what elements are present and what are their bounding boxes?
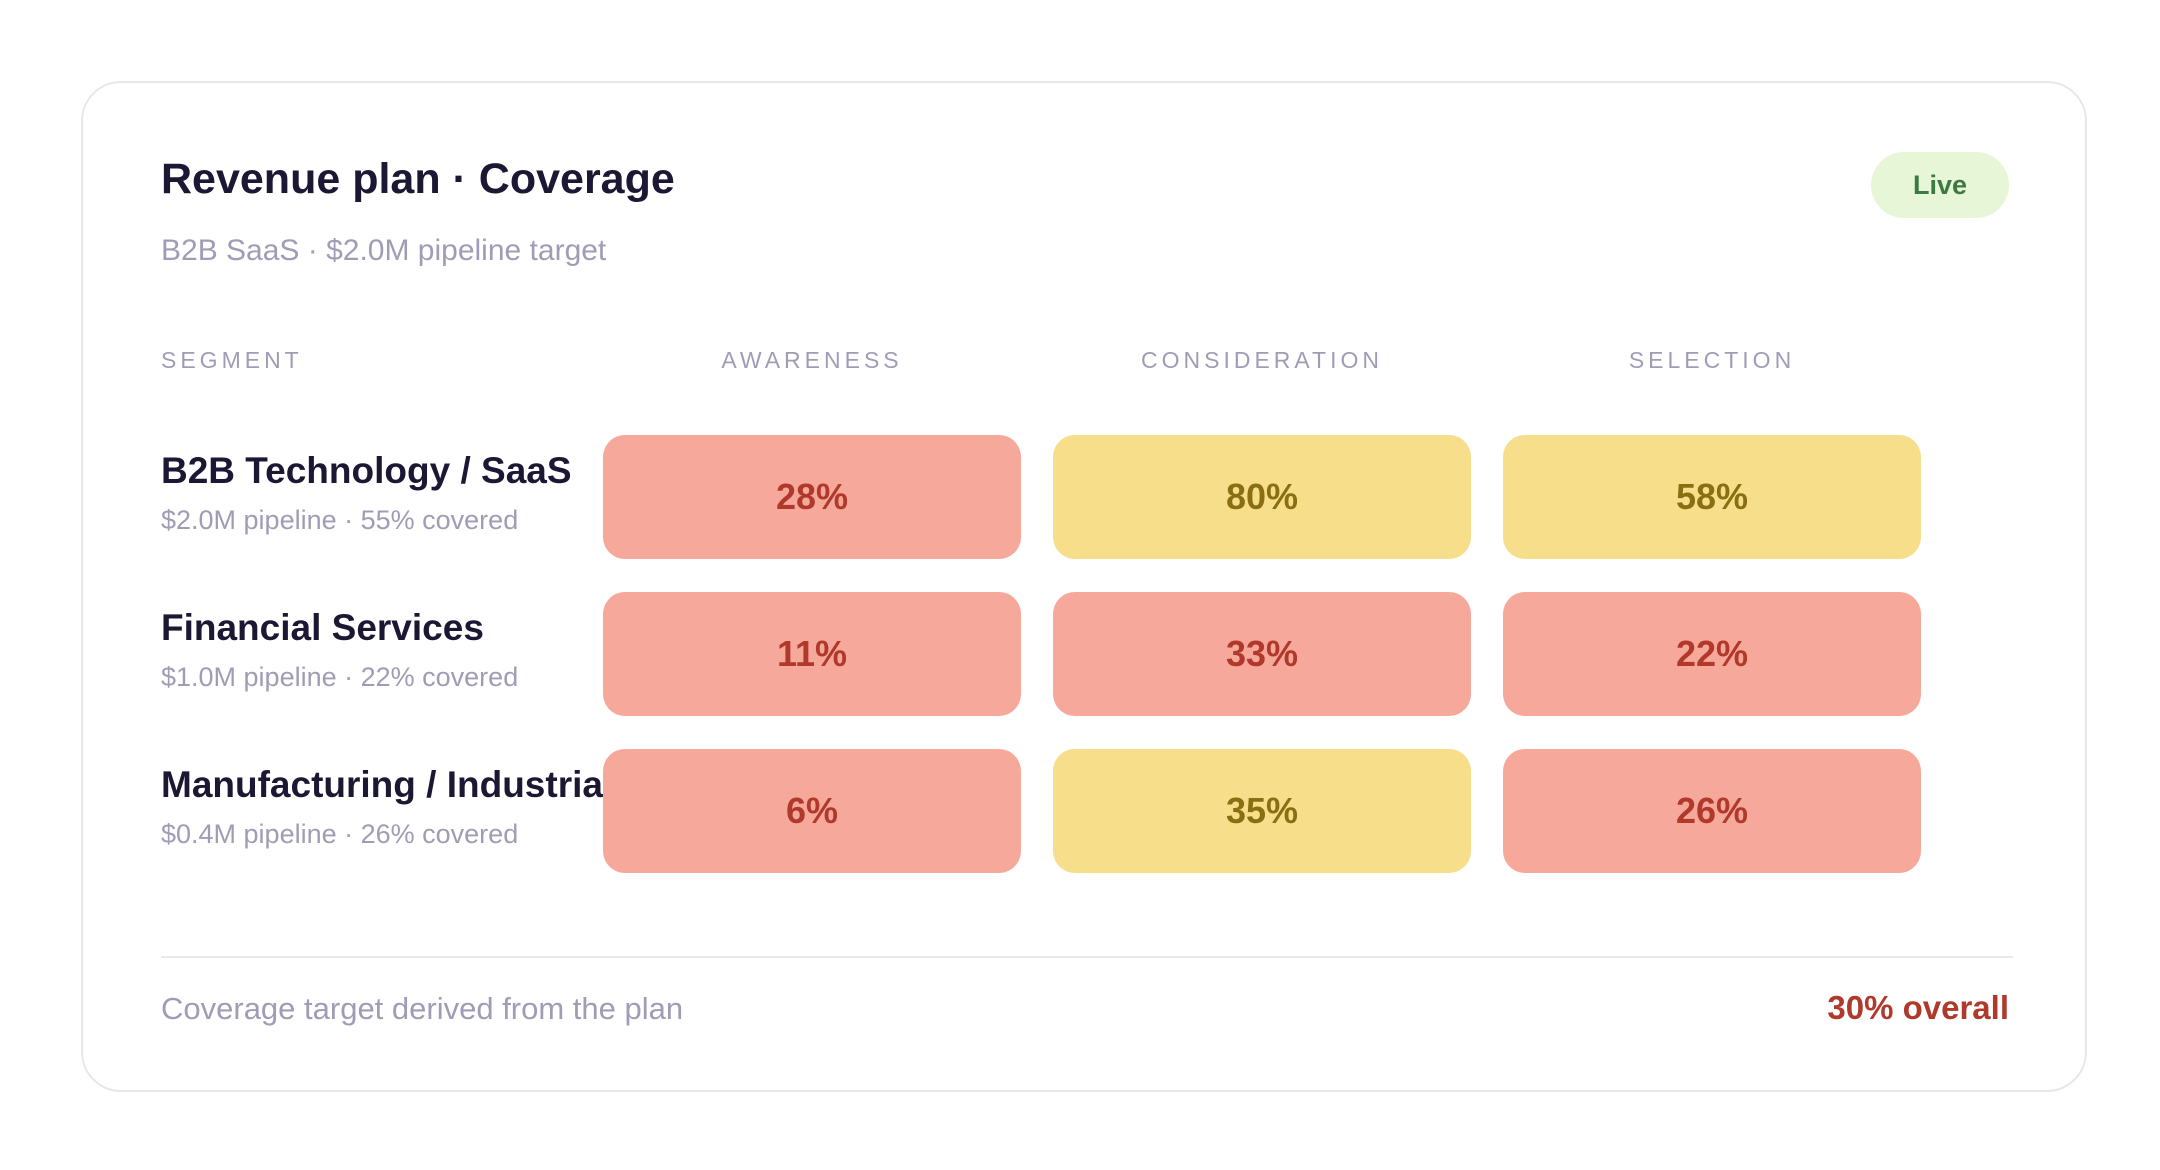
column-header-segment: SEGMENT bbox=[161, 347, 303, 373]
column-header-awareness: AWARENESS bbox=[721, 347, 903, 373]
column-header-consideration: CONSIDERATION bbox=[1141, 347, 1383, 373]
coverage-cell-awareness[interactable]: 11% bbox=[603, 592, 1021, 716]
table-row: B2B Technology / SaaS $2.0M pipeline · 5… bbox=[161, 435, 2013, 559]
segment-name: B2B Technology / SaaS bbox=[161, 450, 572, 491]
card-subtitle: B2B SaaS · $2.0M pipeline target bbox=[161, 234, 607, 267]
segment-detail: $0.4M pipeline · 26% covered bbox=[161, 819, 519, 849]
footer-note: Coverage target derived from the plan bbox=[161, 991, 684, 1026]
column-header-selection: SELECTION bbox=[1628, 347, 1796, 373]
segment-name: Manufacturing / Industrial bbox=[161, 764, 614, 805]
table-row: Manufacturing / Industrial $0.4M pipelin… bbox=[161, 749, 2013, 873]
table-row: Financial Services $1.0M pipeline · 22% … bbox=[161, 592, 2013, 716]
coverage-cell-consideration[interactable]: 35% bbox=[1053, 749, 1471, 873]
coverage-cell-awareness[interactable]: 28% bbox=[603, 435, 1021, 559]
coverage-card: Revenue plan · Coverage B2B SaaS · $2.0M… bbox=[81, 81, 2087, 1092]
coverage-cell-selection[interactable]: 58% bbox=[1503, 435, 1921, 559]
coverage-cell-consideration[interactable]: 80% bbox=[1053, 435, 1471, 559]
segment-name: Financial Services bbox=[161, 607, 484, 648]
status-badge: Live bbox=[1871, 152, 2009, 218]
coverage-cell-consideration[interactable]: 33% bbox=[1053, 592, 1471, 716]
coverage-cell-awareness[interactable]: 6% bbox=[603, 749, 1021, 873]
card-title: Revenue plan · Coverage bbox=[161, 155, 675, 203]
segment-detail: $1.0M pipeline · 22% covered bbox=[161, 662, 519, 692]
coverage-cell-selection[interactable]: 22% bbox=[1503, 592, 1921, 716]
footer-divider bbox=[161, 956, 2013, 958]
segment-detail: $2.0M pipeline · 55% covered bbox=[161, 505, 519, 535]
overall-coverage: 30% overall bbox=[1827, 989, 2009, 1026]
coverage-cell-selection[interactable]: 26% bbox=[1503, 749, 1921, 873]
